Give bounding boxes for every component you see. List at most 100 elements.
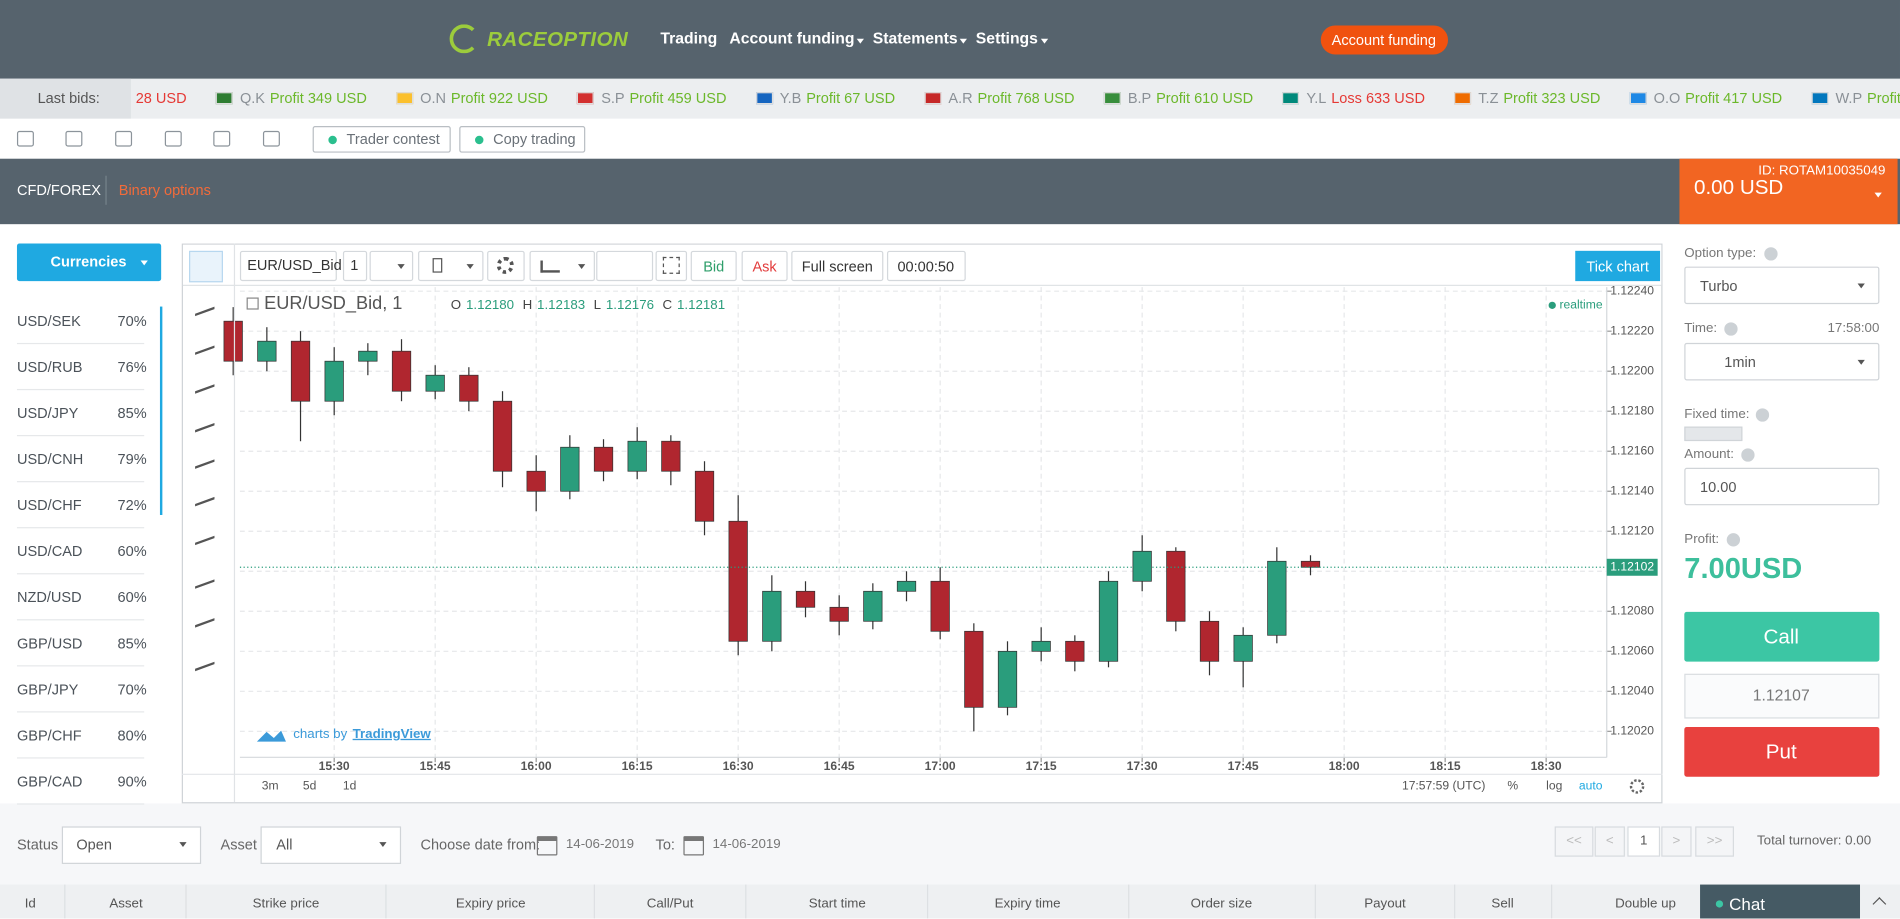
asset-name[interactable]: USD/CHF: [16, 496, 82, 514]
chart-tool[interactable]: [791, 250, 884, 282]
asset-payout[interactable]: 80%: [117, 727, 147, 745]
nav-item[interactable]: Account funding: [729, 29, 855, 48]
toolbar-button[interactable]: [312, 126, 451, 153]
select[interactable]: [1684, 342, 1880, 381]
select-value[interactable]: 10.00: [1700, 478, 1737, 496]
select-value[interactable]: 1min: [1724, 353, 1756, 371]
chart-footer-item[interactable]: log: [1546, 779, 1562, 793]
chart-footer-item[interactable]: 17:57:59 (UTC): [1402, 779, 1485, 793]
chat-label[interactable]: Chat: [1729, 894, 1765, 914]
asset-name[interactable]: GBP/CAD: [16, 773, 83, 791]
fixed-time-toggle[interactable]: [1684, 426, 1743, 442]
currencies-label[interactable]: Currencies: [50, 253, 127, 271]
toolbar-icon[interactable]: [65, 130, 83, 147]
page-label[interactable]: <: [1605, 833, 1614, 849]
chart-tool[interactable]: [596, 250, 654, 282]
status-select[interactable]: [61, 826, 202, 864]
put-label[interactable]: Put: [1765, 740, 1797, 764]
asset-name[interactable]: GBP/JPY: [16, 680, 79, 698]
help-icon[interactable]: [1764, 247, 1778, 261]
nav-item[interactable]: Statements: [872, 29, 958, 48]
toolbar-icon[interactable]: [262, 130, 280, 147]
asset-payout[interactable]: 85%: [117, 404, 147, 422]
asset-payout[interactable]: 79%: [117, 450, 147, 468]
fullscreen-button[interactable]: Full screen: [801, 258, 873, 276]
page-button[interactable]: [1661, 826, 1692, 857]
asset-name[interactable]: USD/JPY: [16, 404, 79, 422]
call-button[interactable]: [1684, 611, 1880, 662]
toolbar-icon[interactable]: [164, 130, 182, 147]
account-funding-button[interactable]: [1320, 25, 1449, 55]
chart-footer-item[interactable]: %: [1507, 779, 1518, 793]
page-button[interactable]: [1627, 826, 1661, 857]
nav-item[interactable]: Settings: [975, 29, 1038, 48]
help-icon[interactable]: [1755, 408, 1770, 422]
help-icon[interactable]: [1741, 448, 1755, 462]
select[interactable]: [1684, 266, 1880, 305]
asset-select[interactable]: [260, 826, 402, 864]
put-button[interactable]: [1684, 727, 1880, 777]
range-button[interactable]: 1d: [343, 779, 356, 793]
tool-selected[interactable]: [189, 250, 223, 283]
tab[interactable]: CFD/FOREX: [16, 181, 101, 199]
chart-tool[interactable]: [655, 250, 688, 282]
page-label[interactable]: <<: [1566, 833, 1582, 849]
chart-tool[interactable]: [690, 250, 737, 282]
page-label[interactable]: >>: [1706, 833, 1723, 849]
page-button[interactable]: [1695, 826, 1734, 857]
select[interactable]: [1684, 467, 1880, 506]
page-button[interactable]: [1594, 826, 1625, 857]
tick-chart-label[interactable]: Tick chart: [1586, 258, 1649, 276]
page-button[interactable]: [1554, 826, 1594, 857]
toolbar-button-label[interactable]: Copy trading: [493, 130, 576, 148]
asset-payout[interactable]: 85%: [117, 634, 147, 652]
help-icon[interactable]: [1726, 533, 1741, 547]
toolbar-icon[interactable]: [213, 130, 231, 147]
asset-name[interactable]: NZD/USD: [16, 588, 82, 606]
status-value[interactable]: Open: [76, 836, 112, 854]
asset-name[interactable]: GBP/USD: [16, 634, 83, 652]
interval[interactable]: 1: [350, 256, 359, 274]
asset-name[interactable]: USD/SEK: [16, 312, 81, 330]
currencies-button[interactable]: [16, 243, 162, 282]
page-label[interactable]: >: [1672, 833, 1681, 849]
chart-footer-item[interactable]: auto: [1579, 779, 1603, 793]
toolbar-button-label[interactable]: Trader contest: [346, 130, 440, 148]
chart-tool[interactable]: [741, 250, 788, 282]
asset-name[interactable]: USD/CNH: [16, 450, 84, 468]
calendar-icon[interactable]: [536, 836, 558, 856]
asset-name[interactable]: USD/RUB: [16, 358, 83, 376]
asset-payout[interactable]: 60%: [117, 588, 147, 606]
range-button[interactable]: 5d: [303, 779, 316, 793]
toolbar-icon[interactable]: [16, 130, 34, 147]
chat-box[interactable]: [1700, 884, 1861, 919]
nav-item[interactable]: Trading: [660, 29, 718, 48]
asset-name[interactable]: USD/CAD: [16, 542, 83, 560]
toolbar-icon[interactable]: [115, 130, 133, 147]
calendar-icon[interactable]: [683, 836, 705, 856]
chart-tool[interactable]: [369, 250, 414, 282]
ask-button[interactable]: Ask: [752, 258, 777, 276]
asset-name[interactable]: GBP/CHF: [16, 727, 82, 745]
asset-payout[interactable]: 60%: [117, 542, 147, 560]
asset-payout[interactable]: 72%: [117, 496, 147, 514]
asset-payout[interactable]: 70%: [117, 680, 147, 698]
tab[interactable]: Binary options: [118, 181, 211, 199]
help-icon[interactable]: [1724, 322, 1738, 336]
symbol[interactable]: EUR/USD_Bid: [247, 256, 342, 274]
bid-button[interactable]: Bid: [703, 258, 725, 276]
asset-payout[interactable]: 70%: [117, 312, 147, 330]
select-value[interactable]: Turbo: [1700, 277, 1738, 295]
chart-tool[interactable]: [342, 250, 368, 282]
date-to[interactable]: 14-06-2019: [712, 837, 781, 852]
asset-payout[interactable]: 76%: [117, 358, 147, 376]
account-funding-label[interactable]: Account funding: [1331, 31, 1436, 49]
tick-chart-button[interactable]: [1575, 250, 1661, 282]
asset-payout[interactable]: 90%: [117, 773, 147, 791]
call-label[interactable]: Call: [1763, 625, 1799, 649]
page-label[interactable]: 1: [1640, 833, 1648, 849]
chart-tool[interactable]: [239, 250, 337, 282]
balance-box[interactable]: [1679, 158, 1898, 225]
date-from[interactable]: 14-06-2019: [565, 837, 635, 852]
asset-value[interactable]: All: [276, 836, 293, 854]
